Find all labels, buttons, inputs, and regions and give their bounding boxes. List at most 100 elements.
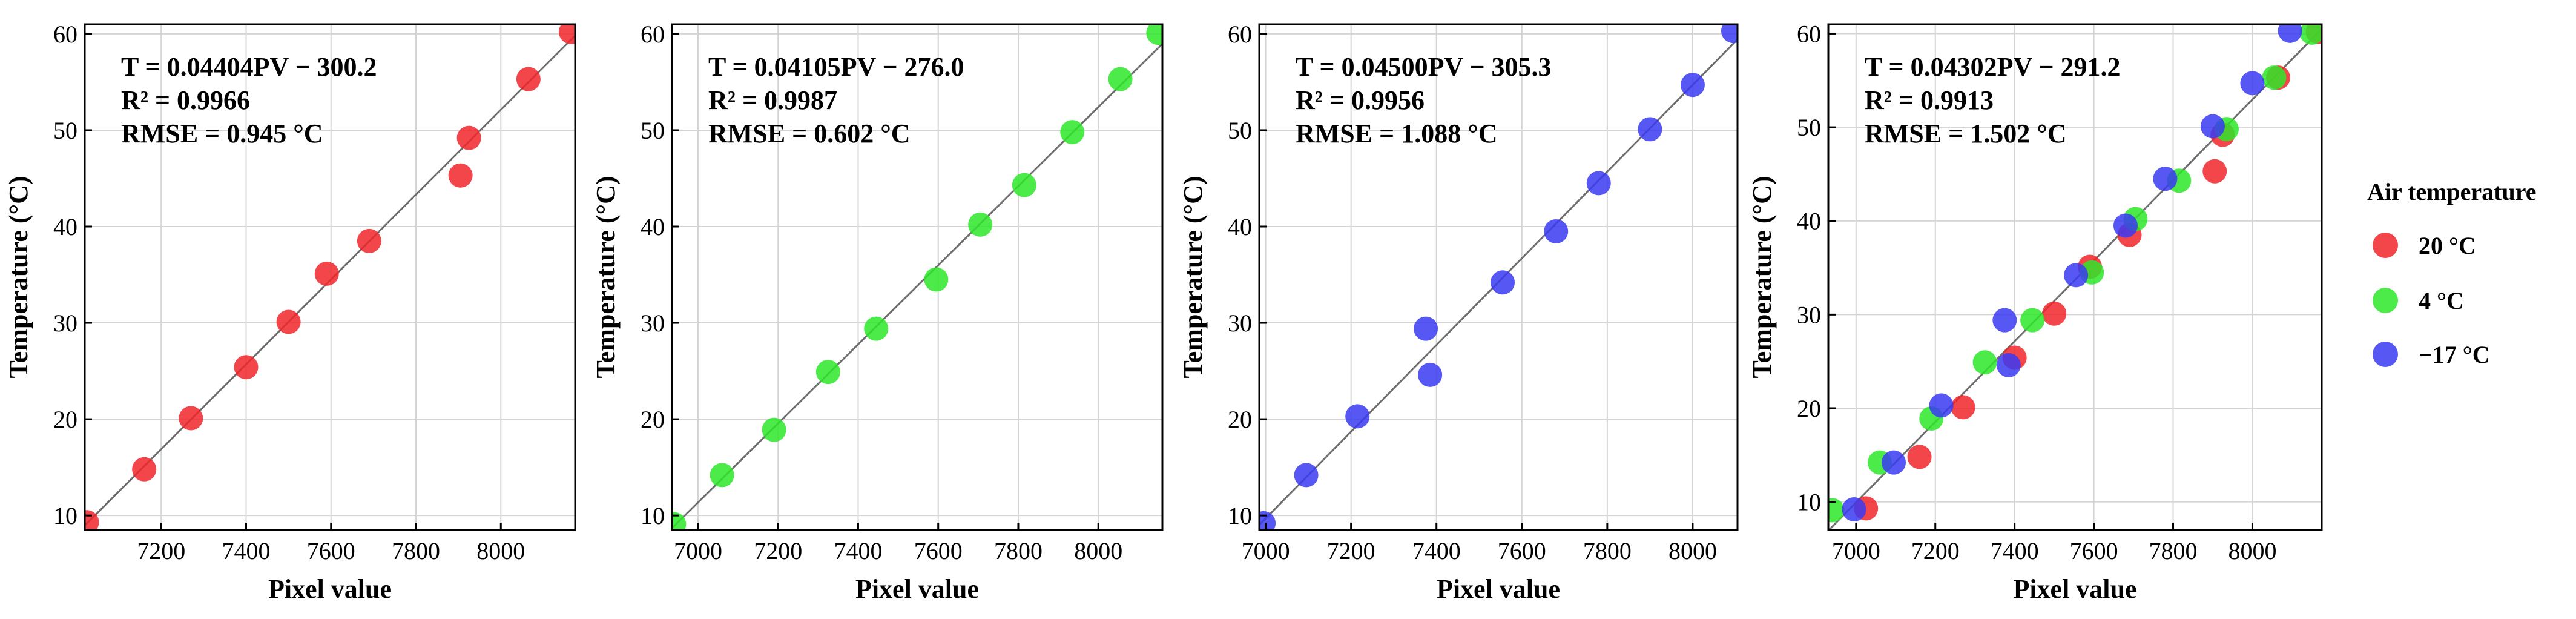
data-point-minus17c: [2200, 114, 2225, 139]
data-point-minus17c: [1638, 117, 1662, 142]
data-point-minus17c: [1294, 463, 1319, 488]
x-tick-label: 7600: [1498, 537, 1546, 564]
y-tick-label: 60: [1797, 20, 1821, 47]
x-tick-label: 7200: [137, 537, 185, 564]
y-tick-label: 30: [53, 310, 77, 337]
data-point-4c: [672, 512, 687, 530]
x-axis-label: Pixel value: [2013, 574, 2136, 604]
x-tick-label: 8000: [2228, 537, 2276, 564]
data-point-20c: [456, 125, 481, 150]
data-point-4c: [2299, 24, 2322, 45]
data-point-minus17c: [1414, 316, 1438, 341]
y-tick-label: 20: [641, 406, 665, 433]
data-point-4c: [1012, 173, 1036, 197]
y-tick-label: 50: [641, 117, 665, 144]
x-tick-label: 8000: [476, 537, 525, 564]
data-point-4c: [1828, 498, 1845, 523]
y-tick-label: 50: [53, 117, 77, 144]
legend-marker-4c: [2373, 288, 2398, 313]
x-tick-label: 7800: [392, 537, 440, 564]
annotation-line: T = 0.04302PV − 291.2: [1865, 52, 2121, 82]
y-axis-label: Temperature (°C): [591, 176, 621, 378]
y-tick-label: 10: [1228, 502, 1252, 529]
x-tick-label: 7800: [994, 537, 1043, 564]
fit-line: [672, 43, 1162, 529]
data-point-20c: [1951, 395, 1975, 420]
x-tick-label: 7800: [2149, 537, 2198, 564]
data-point-minus17c: [1929, 393, 1954, 418]
data-point-4c: [1060, 120, 1085, 145]
x-tick-label: 7800: [1583, 537, 1632, 564]
data-point-20c: [516, 67, 541, 91]
x-tick-label: 7200: [754, 537, 802, 564]
data-point-minus17c: [1721, 24, 1738, 44]
x-tick-label: 7600: [2070, 537, 2118, 564]
x-axis-label: Pixel value: [1437, 574, 1560, 604]
data-point-4c: [864, 316, 889, 341]
data-point-20c: [448, 163, 473, 188]
data-point-20c: [1907, 445, 1932, 469]
legend-title: Air temperature: [2367, 178, 2537, 205]
y-tick-label: 30: [641, 310, 665, 337]
y-tick-label: 10: [53, 502, 77, 529]
data-point-minus17c: [1992, 308, 2017, 333]
plot-frame: [84, 23, 576, 531]
data-point-4c: [968, 212, 993, 237]
x-tick-label: 7600: [914, 537, 963, 564]
data-point-20c: [276, 310, 301, 334]
data-point-4c: [1108, 67, 1133, 91]
data-point-20c: [132, 457, 157, 482]
legend-label-4c: 4 °C: [2419, 287, 2464, 314]
data-point-4c: [2262, 65, 2287, 90]
data-point-minus17c: [2064, 263, 2089, 288]
data-point-minus17c: [1345, 404, 1370, 429]
y-tick-label: 30: [1797, 301, 1821, 328]
y-tick-label: 10: [641, 502, 665, 529]
x-tick-label: 7400: [1991, 537, 2039, 564]
data-point-minus17c: [1544, 219, 1569, 243]
x-tick-label: 7400: [1412, 537, 1461, 564]
y-axis-label: Temperature (°C): [4, 176, 33, 378]
legend-marker-minus17c: [2373, 342, 2398, 367]
x-tick-label: 7600: [307, 537, 355, 564]
chart-panel-1: 7200 7400 7600 7800 8000 10 20 30 40 50 60 Pixel va…: [4, 21, 576, 604]
x-axis-label: Pixel value: [855, 574, 979, 604]
annotation-line: R² = 0.9966: [121, 85, 250, 115]
data-point-minus17c: [2240, 71, 2265, 96]
plot-frame: [671, 23, 1164, 531]
annotation-line: T = 0.04404PV − 300.2: [121, 52, 377, 82]
x-tick-label: 7000: [1832, 537, 1880, 564]
y-tick-label: 40: [1797, 208, 1821, 235]
annotation-line: RMSE = 0.945 °C: [121, 119, 323, 148]
data-point-20c: [2202, 159, 2227, 184]
annotation-line: T = 0.04105PV − 276.0: [708, 52, 964, 82]
data-point-4c: [762, 417, 786, 442]
data-point-minus17c: [2113, 213, 2138, 238]
data-point-4c: [710, 463, 734, 488]
y-tick-label: 60: [53, 21, 77, 48]
annotation-line: T = 0.04500PV − 305.3: [1296, 52, 1552, 82]
y-axis-label: Temperature (°C): [1178, 176, 1208, 378]
data-point-4c: [815, 360, 840, 385]
plot-frame: [1827, 23, 2323, 531]
annotation-line: RMSE = 1.502 °C: [1865, 119, 2067, 148]
data-point-20c: [2042, 301, 2067, 326]
y-tick-label: 50: [1228, 117, 1252, 144]
data-point-minus17c: [1586, 171, 1611, 196]
x-tick-label: 8000: [1668, 537, 1717, 564]
chart-panel-3: 7000 7200 7400 7600 7800 8000 10 20 30 40 50 60 Pixe…: [1178, 21, 1739, 604]
data-point-4c: [924, 267, 949, 292]
annotation-line: R² = 0.9913: [1865, 85, 1994, 115]
data-point-minus17c: [2153, 167, 2178, 191]
data-point-20c: [558, 24, 575, 44]
data-point-minus17c: [1491, 270, 1515, 295]
chart-panel-4: 7000 7200 7400 7600 7800 8000 10 20 30 40 50 60 Pixe…: [1747, 20, 2323, 604]
legend-marker-20c: [2373, 233, 2398, 258]
data-point-minus17c: [1882, 450, 1906, 475]
data-point-minus17c: [1842, 497, 1866, 521]
y-tick-label: 40: [53, 213, 77, 240]
y-tick-label: 10: [1797, 489, 1821, 516]
data-point-4c: [2020, 308, 2045, 333]
y-tick-label: 40: [641, 213, 665, 240]
